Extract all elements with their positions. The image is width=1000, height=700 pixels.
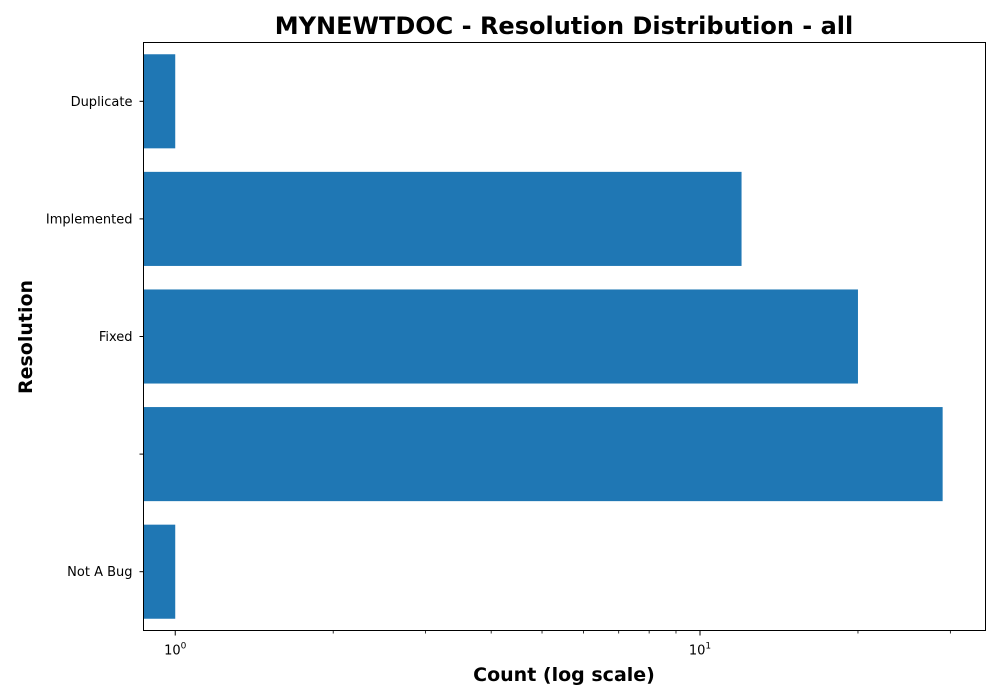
bar-0 bbox=[143, 524, 176, 619]
y-tick-label-0: Not A Bug bbox=[67, 565, 132, 580]
x-axis-ticks: 100 101 bbox=[164, 630, 951, 659]
bar-1 bbox=[143, 407, 943, 502]
y-tick-label-2: Fixed bbox=[99, 330, 133, 345]
y-axis-ticks: Not A Bug Fixed Implemented Duplicate bbox=[46, 95, 144, 580]
bar-4 bbox=[143, 54, 176, 149]
plot-frame bbox=[143, 42, 986, 631]
bar-2 bbox=[143, 289, 858, 384]
y-tick-label-3: Implemented bbox=[46, 212, 133, 227]
x-axis-label: Count (log scale) bbox=[473, 664, 655, 686]
x-tick-label-0: 100 bbox=[164, 642, 187, 659]
chart-title: MYNEWTDOC - Resolution Distribution - al… bbox=[275, 12, 854, 40]
bars-group bbox=[143, 54, 943, 619]
x-tick-label-1: 101 bbox=[689, 642, 711, 659]
y-axis-label: Resolution bbox=[15, 280, 37, 394]
bar-3 bbox=[143, 171, 742, 266]
y-tick-label-4: Duplicate bbox=[71, 95, 133, 110]
